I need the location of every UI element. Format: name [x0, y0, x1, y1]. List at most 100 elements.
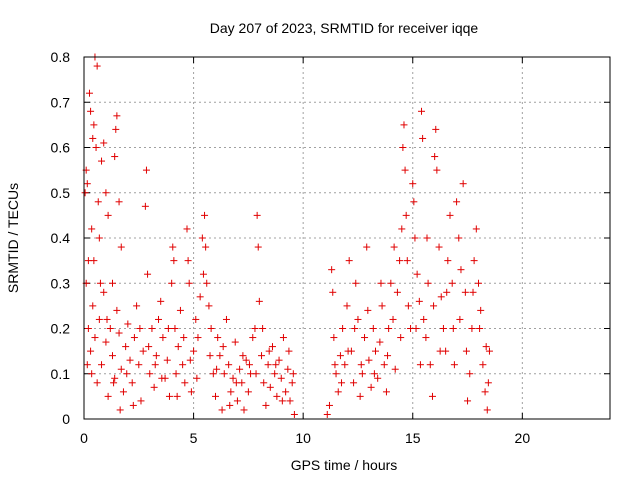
data-point: [142, 166, 150, 174]
data-point: [262, 401, 270, 409]
data-point: [112, 125, 120, 133]
data-point: [479, 361, 487, 369]
data-point: [137, 397, 145, 405]
data-point: [198, 234, 206, 242]
data-point: [384, 352, 392, 360]
data-point: [271, 370, 279, 378]
data-point: [444, 257, 452, 265]
data-point: [330, 334, 338, 342]
data-point: [461, 288, 469, 296]
data-point: [194, 334, 202, 342]
data-point: [338, 379, 346, 387]
data-point: [455, 234, 463, 242]
data-point: [184, 257, 192, 265]
data-point: [106, 325, 114, 332]
data-point: [423, 234, 431, 242]
data-point: [331, 361, 339, 369]
data-point: [456, 315, 464, 323]
data-point: [477, 306, 485, 314]
data-point: [380, 361, 388, 369]
data-point: [449, 325, 457, 332]
data-point: [363, 243, 371, 251]
data-point: [403, 257, 411, 265]
data-point: [418, 107, 426, 115]
data-point: [141, 202, 149, 210]
data-point: [453, 198, 461, 206]
data-point: [469, 288, 477, 296]
data-point: [108, 352, 116, 360]
data-point: [239, 352, 247, 360]
data-point: [437, 293, 445, 301]
data-point: [207, 325, 215, 332]
data-point: [213, 365, 221, 373]
data-point: [102, 338, 110, 346]
data-point: [122, 343, 130, 351]
data-point: [254, 243, 262, 251]
data-point: [111, 374, 119, 382]
data-point: [183, 225, 191, 233]
y-tick-label: 0: [62, 411, 70, 427]
data-point: [249, 334, 257, 342]
data-point: [88, 225, 96, 233]
data-point: [371, 347, 379, 355]
data-point: [91, 334, 99, 342]
data-point: [146, 370, 154, 378]
data-point: [100, 139, 108, 147]
y-tick-label: 0.7: [51, 94, 71, 110]
data-point: [288, 379, 296, 387]
data-point: [242, 356, 250, 364]
data-point: [111, 153, 119, 161]
data-point: [290, 410, 298, 418]
data-point: [95, 234, 103, 242]
data-point: [157, 297, 165, 305]
data-point: [95, 315, 103, 323]
data-point: [240, 406, 248, 414]
data-point: [229, 374, 237, 382]
data-point: [81, 189, 89, 197]
data-point: [231, 338, 239, 346]
data-point: [412, 325, 420, 332]
data-point: [367, 383, 375, 391]
x-tick-label: 10: [295, 430, 311, 446]
data-point: [413, 270, 421, 278]
data-point: [387, 279, 395, 287]
data-point: [173, 392, 181, 400]
data-point: [436, 347, 444, 355]
data-point: [354, 315, 362, 323]
data-point: [282, 388, 290, 396]
data-point: [422, 334, 430, 342]
data-point: [227, 388, 235, 396]
data-point: [115, 198, 123, 206]
data-point: [420, 315, 428, 323]
data-point: [393, 288, 401, 296]
data-point: [236, 365, 244, 373]
data-point: [136, 325, 144, 332]
data-point: [341, 361, 349, 369]
data-point: [430, 302, 438, 310]
data-point: [113, 112, 121, 120]
data-point: [104, 392, 112, 400]
data-point: [220, 370, 228, 378]
data-point: [139, 347, 147, 355]
data-point: [268, 343, 276, 351]
data-point: [482, 343, 490, 351]
data-point: [450, 361, 458, 369]
data-point: [251, 325, 259, 332]
data-point: [426, 361, 434, 369]
data-point: [364, 306, 372, 314]
data-point: [446, 211, 454, 219]
data-point: [83, 361, 91, 369]
data-point: [174, 343, 182, 351]
data-point: [396, 257, 404, 265]
data-point: [404, 302, 412, 310]
data-point: [233, 397, 241, 405]
y-tick-label: 0.5: [51, 185, 71, 201]
data-point: [100, 288, 108, 296]
data-point: [457, 266, 465, 274]
data-point: [356, 392, 364, 400]
data-point: [108, 279, 116, 287]
data-point: [390, 243, 398, 251]
data-point: [179, 361, 187, 369]
data-point: [176, 306, 184, 314]
